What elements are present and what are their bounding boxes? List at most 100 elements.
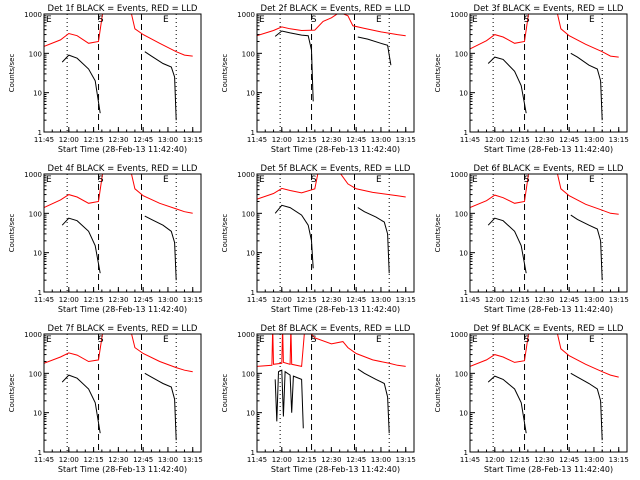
x-tick-label: 13:15: [183, 456, 203, 464]
y-tick-label: 100: [29, 370, 42, 378]
y-tick-label: 10: [459, 250, 468, 258]
marker-label: E: [589, 15, 595, 25]
x-axis-label: Start Time (28-Feb-13 11:42:40): [271, 465, 400, 474]
marker-label: S: [311, 335, 317, 345]
y-tick-label: 100: [455, 210, 468, 218]
x-tick-label: 12:00: [485, 136, 505, 144]
x-tick-label: 12:00: [272, 456, 292, 464]
series-black-line: [144, 372, 177, 441]
y-axis-label: Counts/sec: [221, 374, 229, 413]
series-black-line: [357, 36, 392, 66]
x-tick-label: 11:45: [247, 456, 267, 464]
x-tick-label: 12:00: [272, 296, 292, 304]
marker-label: E: [472, 175, 478, 185]
x-tick-label: 12:30: [534, 136, 554, 144]
y-tick-label: 1000: [450, 331, 468, 339]
x-tick-label: 12:30: [108, 296, 128, 304]
y-tick-label: 1000: [237, 171, 255, 179]
y-tick-label: 1000: [450, 171, 468, 179]
marker-label: S: [524, 15, 530, 25]
y-tick-label: 10: [246, 250, 255, 258]
y-axis-label: Counts/sec: [434, 214, 442, 253]
x-tick-label: 13:15: [396, 456, 416, 464]
x-tick-label: 11:45: [460, 456, 480, 464]
x-tick-label: 12:15: [296, 456, 316, 464]
y-axis-label: Counts/sec: [8, 214, 16, 253]
plot-frame: [256, 13, 415, 133]
x-tick-label: 12:45: [346, 136, 366, 144]
series-black-line: [357, 207, 390, 274]
y-axis-label: Counts/sec: [8, 374, 16, 413]
x-tick-label: 12:45: [133, 136, 153, 144]
marker-label: E: [259, 15, 265, 25]
y-tick-label: 1: [251, 289, 255, 297]
x-tick-label: 12:30: [108, 136, 128, 144]
x-tick-label: 12:30: [108, 456, 128, 464]
y-tick-label: 1000: [24, 11, 42, 19]
series-black-line: [487, 375, 527, 434]
marker-label: E: [259, 175, 265, 185]
series-black-line: [61, 54, 101, 114]
x-axis-label: Start Time (28-Feb-13 11:42:40): [271, 305, 400, 314]
marker-label: E: [163, 175, 169, 185]
marker-label: E: [376, 15, 382, 25]
x-tick-label: 11:45: [460, 296, 480, 304]
x-axis-label: Start Time (28-Feb-13 11:42:40): [484, 145, 613, 154]
y-tick-label: 100: [29, 50, 42, 58]
marker-label: E: [259, 335, 265, 345]
series-red-line: [470, 174, 530, 209]
series-red-line: [556, 334, 619, 378]
x-tick-label: 12:00: [59, 296, 79, 304]
x-axis-label: Start Time (28-Feb-13 11:42:40): [484, 465, 613, 474]
marker-label: S: [311, 15, 317, 25]
x-tick-label: 13:15: [609, 296, 629, 304]
panel-title: Det 7f BLACK = Events, RED = LLD: [48, 324, 198, 334]
y-tick-label: 100: [455, 370, 468, 378]
marker-label: E: [376, 335, 382, 345]
marker-label: S: [524, 175, 530, 185]
x-tick-label: 13:00: [158, 296, 178, 304]
x-tick-label: 13:00: [158, 456, 178, 464]
x-tick-label: 13:00: [371, 136, 391, 144]
x-tick-label: 13:15: [609, 456, 629, 464]
x-tick-label: 13:00: [584, 296, 604, 304]
series-black-line: [487, 217, 527, 274]
x-tick-label: 12:00: [485, 456, 505, 464]
x-tick-label: 12:15: [509, 296, 529, 304]
panel-title: Det 3f BLACK = Events, RED = LLD: [474, 4, 624, 14]
marker-label: E: [472, 335, 478, 345]
x-tick-label: 13:15: [183, 136, 203, 144]
marker-label: E: [472, 15, 478, 25]
marker-label: S: [98, 175, 104, 185]
y-tick-label: 10: [246, 90, 255, 98]
y-tick-label: 1: [464, 129, 468, 137]
series-black-line: [61, 217, 101, 274]
x-tick-label: 11:45: [247, 136, 267, 144]
plot-frame: [469, 13, 628, 133]
series-red-line: [130, 174, 193, 214]
x-tick-label: 12:15: [509, 136, 529, 144]
series-black-line: [487, 56, 527, 114]
panel-title: Det 8f BLACK = Events, RED = LLD: [261, 324, 411, 334]
x-tick-label: 12:30: [534, 296, 554, 304]
x-axis-label: Start Time (28-Feb-13 11:42:40): [58, 465, 187, 474]
x-tick-label: 12:15: [296, 296, 316, 304]
x-tick-label: 12:15: [83, 136, 103, 144]
x-tick-label: 13:15: [183, 296, 203, 304]
plot-frame: [43, 173, 202, 293]
y-tick-label: 1: [38, 289, 42, 297]
series-black-line: [570, 214, 603, 281]
x-tick-label: 12:45: [346, 456, 366, 464]
y-axis-label: Counts/sec: [434, 54, 442, 93]
x-tick-label: 11:45: [34, 136, 54, 144]
marker-label: S: [311, 175, 317, 185]
marker-label: S: [98, 335, 104, 345]
x-axis-label: Start Time (28-Feb-13 11:42:40): [484, 305, 613, 314]
marker-label: E: [163, 15, 169, 25]
marker-label: E: [46, 175, 52, 185]
x-tick-label: 12:00: [59, 456, 79, 464]
